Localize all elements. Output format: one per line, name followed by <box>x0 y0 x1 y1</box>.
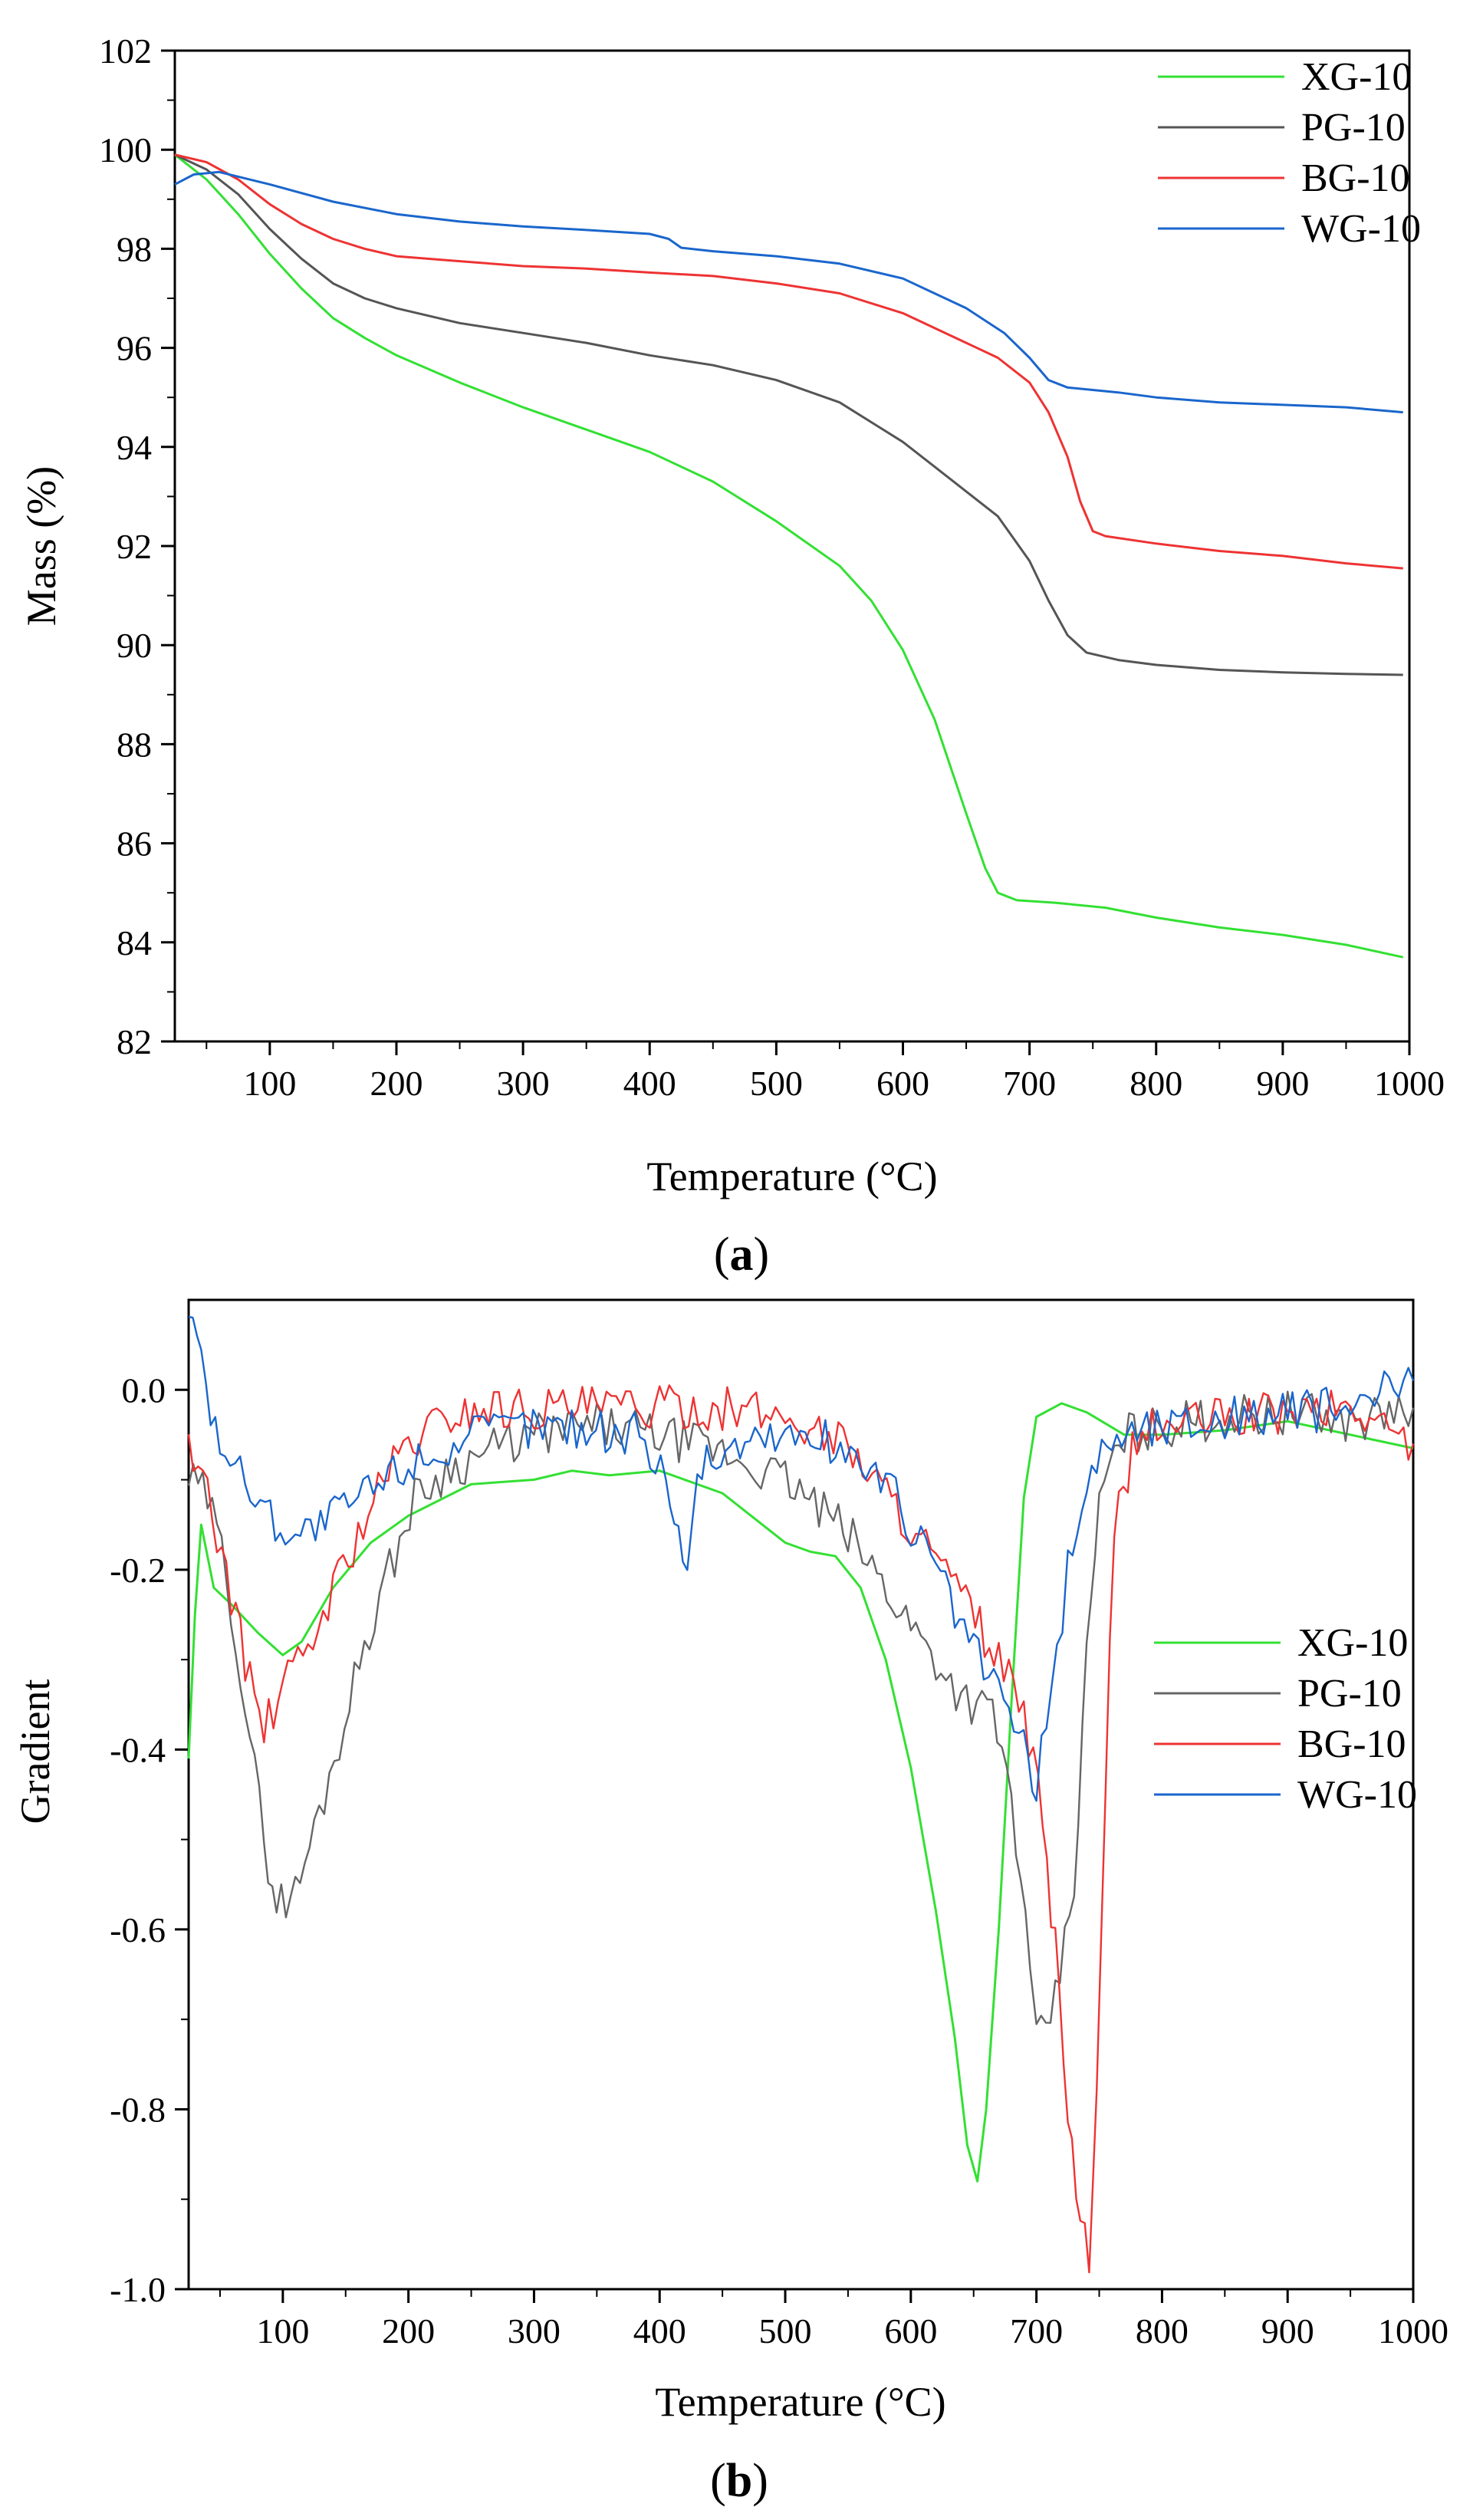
x-tick-label: 1000 <box>1378 2311 1448 2351</box>
panel-b-series-group <box>187 1315 1415 2274</box>
y-tick-label: -0.2 <box>110 1551 166 1590</box>
x-tick-label: 500 <box>750 1064 803 1103</box>
x-tick-label: 400 <box>633 2311 686 2351</box>
series-line-wg-10 <box>174 170 1403 414</box>
legend-label-pg-10: PG-10 <box>1301 106 1406 150</box>
x-tick-label: 600 <box>876 1064 929 1103</box>
x-tick-label: 900 <box>1256 1064 1309 1103</box>
legend-label-bg-10: BG-10 <box>1301 156 1410 200</box>
series-line-xg-10 <box>174 153 1404 959</box>
panel-b-x-axis-title: Temperature (°C) <box>655 2379 945 2425</box>
series-line-pg-10 <box>187 1390 1415 2025</box>
series-line-xg-10 <box>187 1402 1414 2183</box>
panel-a-caption-open: ( <box>714 1229 730 1281</box>
panel-a-caption: (a) <box>714 1229 769 1281</box>
x-tick-label: 800 <box>1130 1064 1182 1103</box>
panel-b-caption-open: ( <box>710 2455 726 2507</box>
panel-a-caption-letter: a <box>730 1229 754 1281</box>
x-tick-label: 200 <box>382 2311 435 2351</box>
panel-b-plot-frame <box>187 1298 1415 2291</box>
x-tick-label: 600 <box>884 2311 937 2351</box>
legend-label-pg-10: PG-10 <box>1297 1672 1402 1716</box>
series-line-bg-10 <box>174 153 1403 570</box>
y-tick-label: -0.6 <box>110 1910 166 1949</box>
x-tick-label: 1000 <box>1374 1064 1445 1103</box>
panel-b-caption-close: ) <box>752 2455 768 2507</box>
panel-a-mass-chart: 100 200 300 400 500 600 700 800 900 1000 82 84 86 88… <box>18 31 1445 1281</box>
y-tick-label: -0.4 <box>110 1730 166 1769</box>
y-tick-label: 102 <box>99 31 152 71</box>
legend-label-wg-10: WG-10 <box>1297 1773 1417 1817</box>
y-tick-label: 84 <box>117 923 152 962</box>
y-tick-label: 100 <box>99 130 152 169</box>
panel-a-y-axis-title: Mass (%) <box>18 466 64 626</box>
legend-label-wg-10: WG-10 <box>1301 207 1421 251</box>
panel-b-caption: (b) <box>710 2455 768 2507</box>
panel-b-y-axis-title: Gradient <box>12 1679 58 1824</box>
panel-a-x-axis-title: Temperature (°C) <box>646 1153 937 1199</box>
y-tick-label: 82 <box>117 1022 152 1061</box>
x-tick-label: 300 <box>508 2311 561 2351</box>
panel-b-x-axis-ticks: 100 200 300 400 500 600 700 800 900 1000 <box>219 2289 1448 2351</box>
x-tick-label: 400 <box>623 1064 676 1103</box>
x-tick-label: 100 <box>256 2311 309 2351</box>
x-tick-label: 300 <box>497 1064 550 1103</box>
series-line-bg-10 <box>187 1384 1415 2274</box>
panel-a-x-axis-ticks: 100 200 300 400 500 600 700 800 900 1000 <box>206 1041 1445 1103</box>
panel-a-series-group <box>174 153 1404 959</box>
x-tick-label: 700 <box>1003 1064 1056 1103</box>
y-tick-label: 0.0 <box>122 1370 166 1410</box>
series-line-pg-10 <box>174 153 1403 676</box>
y-tick-label: 86 <box>117 824 152 864</box>
panel-b-legend: XG-10 PG-10 BG-10 WG-10 <box>1154 1621 1417 1817</box>
x-tick-label: 100 <box>243 1064 296 1103</box>
y-tick-label: -0.8 <box>110 2090 166 2129</box>
legend-label-bg-10: BG-10 <box>1297 1722 1406 1766</box>
panel-a-y-axis-ticks: 82 84 86 88 90 92 94 96 98 100 102 <box>99 31 175 1061</box>
y-tick-label: 94 <box>117 428 152 467</box>
legend-label-xg-10: XG-10 <box>1297 1621 1408 1665</box>
panel-b-gradient-chart: 100 200 300 400 500 600 700 800 900 1000 -1.0 -0.8… <box>12 1298 1448 2507</box>
panel-a-legend: XG-10 PG-10 BG-10 WG-10 <box>1158 55 1421 251</box>
y-tick-label: 88 <box>117 725 152 764</box>
x-tick-label: 500 <box>759 2311 812 2351</box>
y-tick-label: 96 <box>117 329 152 368</box>
panel-b-caption-letter: b <box>726 2455 752 2507</box>
y-tick-label: -1.0 <box>110 2270 166 2309</box>
legend-label-xg-10: XG-10 <box>1301 55 1412 99</box>
panel-a-plot-frame <box>173 49 1411 1043</box>
series-line-wg-10 <box>188 1315 1415 1802</box>
x-tick-label: 800 <box>1136 2311 1189 2351</box>
panel-b-y-axis-ticks: -1.0 -0.8 -0.6 -0.4 -0.2 0.0 <box>110 1370 189 2309</box>
x-tick-label: 700 <box>1010 2311 1063 2351</box>
x-tick-label: 900 <box>1261 2311 1314 2351</box>
y-tick-label: 98 <box>117 229 152 268</box>
y-tick-label: 92 <box>117 527 152 566</box>
y-tick-label: 90 <box>117 626 152 665</box>
panel-a-caption-close: ) <box>754 1229 770 1281</box>
x-tick-label: 200 <box>370 1064 423 1103</box>
